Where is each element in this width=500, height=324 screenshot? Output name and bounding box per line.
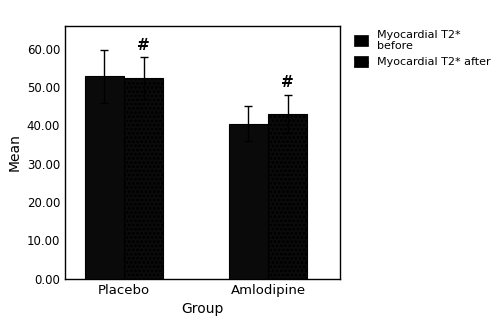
Bar [228, 123, 268, 279]
Legend: Myocardial T2*
before, Myocardial T2* after: Myocardial T2* before, Myocardial T2* af… [351, 27, 494, 71]
Text: #: # [137, 38, 150, 53]
Bar [124, 78, 163, 279]
X-axis label: Group: Group [182, 302, 224, 316]
Text: #: # [281, 75, 294, 90]
Y-axis label: Mean: Mean [7, 133, 21, 171]
Bar [268, 114, 308, 279]
Bar [84, 76, 124, 279]
